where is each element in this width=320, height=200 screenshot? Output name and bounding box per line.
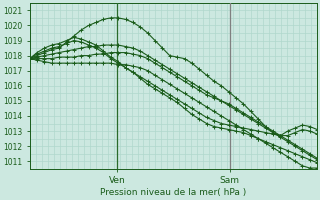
X-axis label: Pression niveau de la mer( hPa ): Pression niveau de la mer( hPa ): [100, 188, 247, 197]
